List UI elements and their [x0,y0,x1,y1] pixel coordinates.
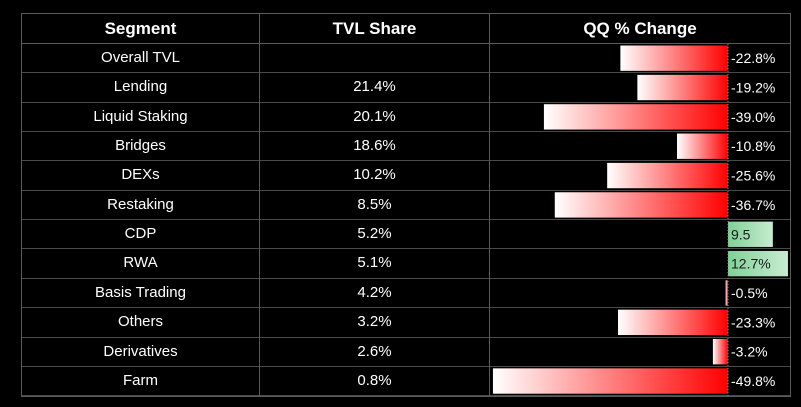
segment-cell: Restaking [107,195,174,213]
segment-cell: Derivatives [103,342,178,360]
header-qq-change: QQ % Change [583,19,697,38]
table-row: Lending 21.4% [22,73,790,103]
segment-cell: Others [117,313,163,331]
column-divider-1 [259,14,260,396]
table-row: Others 3.2% [22,308,790,338]
tvl-share-cell [259,44,490,72]
header-segment: Segment [104,19,177,38]
table-row: Derivatives 2.6% [22,338,790,367]
tvl-share-cell: 0.8% [357,371,392,389]
table-row: CDP 5.2% [22,220,790,250]
tvl-table: Segment TVL Share QQ % Change Overall TV… [21,13,791,397]
header-tvl-share: TVL Share [332,19,417,38]
segment-cell: Lending [113,78,168,96]
tvl-share-cell: 2.6% [357,342,392,360]
segment-cell: Overall TVL [101,49,180,66]
tvl-share-cell: 3.2% [357,313,392,331]
column-divider-2 [489,14,490,396]
segment-cell: RWA [123,254,158,272]
segment-cell: Bridges [115,137,166,155]
tvl-share-cell: 5.1% [357,254,392,272]
tvl-share-cell: 21.4% [353,78,396,96]
table-row: Overall TVL [22,44,790,74]
tvl-share-cell: 8.5% [357,195,392,213]
table-row: RWA 5.1% [22,249,790,279]
segment-cell: DEXs [121,166,160,184]
segment-cell: CDP [124,225,157,243]
table-row: Farm 0.8% [22,367,790,397]
tvl-share-cell: 5.2% [357,225,392,243]
tvl-share-cell: 10.2% [353,166,396,184]
table-row: Basis Trading 4.2% [22,279,790,309]
tvl-share-cell: 18.6% [353,137,396,155]
segment-cell: Farm [123,371,158,389]
table-row: DEXs 10.2% [22,161,790,191]
header-divider [22,43,790,44]
table-row: Liquid Staking 20.1% [22,103,790,133]
tvl-share-cell: 4.2% [357,283,392,301]
tvl-share-cell: 20.1% [353,107,396,125]
segment-cell: Basis Trading [95,283,186,301]
table-row: Restaking 8.5% [22,191,790,221]
table-row: Bridges 18.6% [22,132,790,162]
segment-cell: Liquid Staking [93,107,188,125]
